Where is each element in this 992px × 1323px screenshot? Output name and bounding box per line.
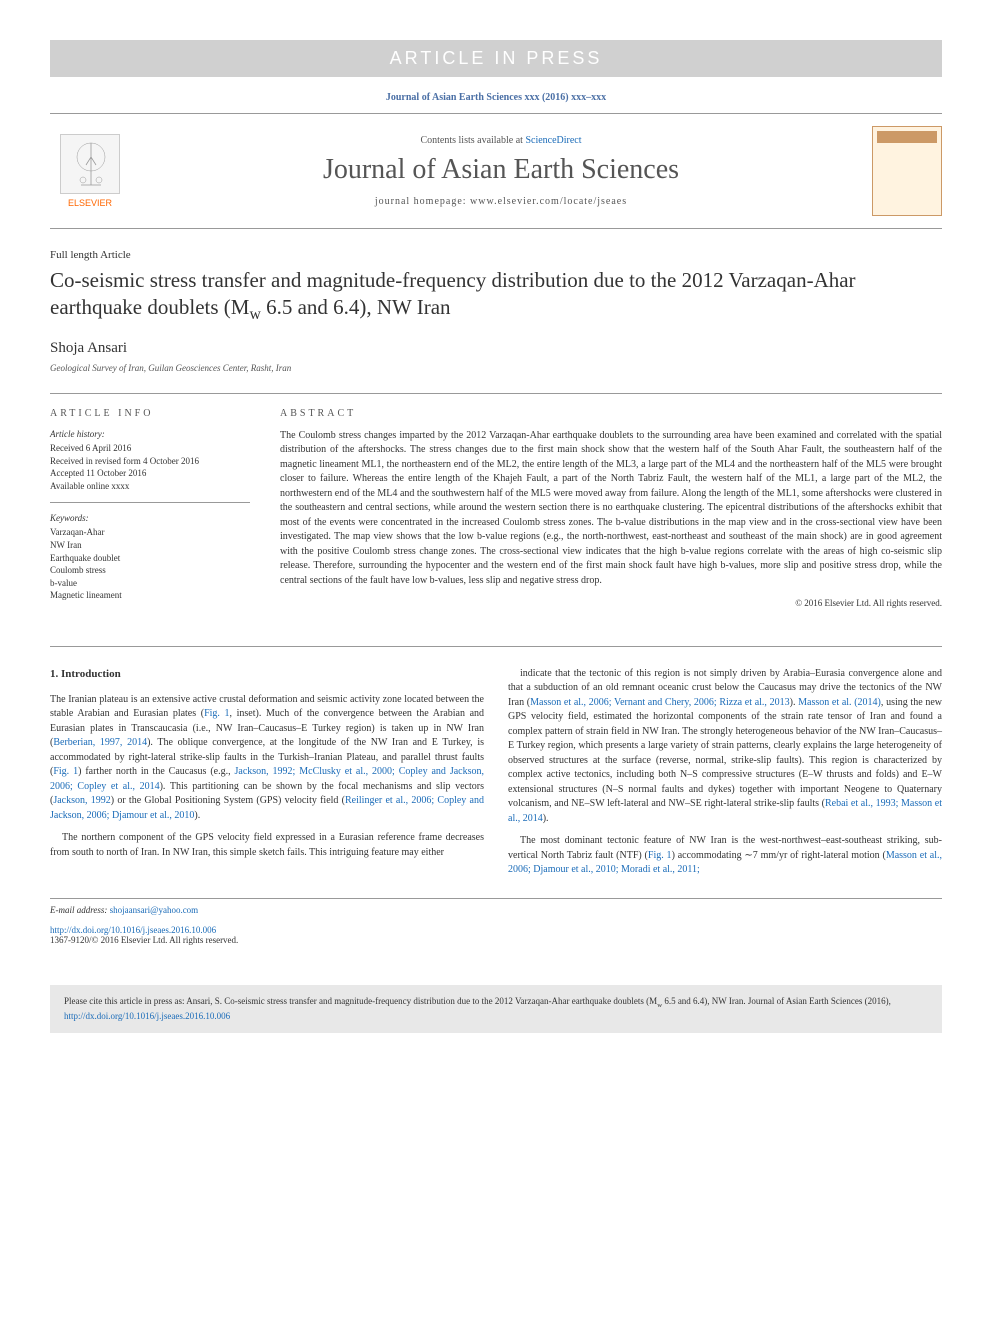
intro-paragraph-1: The Iranian plateau is an extensive acti… bbox=[50, 693, 484, 824]
text: ). bbox=[194, 810, 200, 821]
sciencedirect-link[interactable]: ScienceDirect bbox=[525, 135, 581, 146]
intro-paragraph-4: The most dominant tectonic feature of NW… bbox=[508, 834, 942, 878]
footer-block: E-mail address: shojaansari@yahoo.com ht… bbox=[50, 898, 942, 945]
abstract-column: ABSTRACT The Coulomb stress changes impa… bbox=[280, 408, 942, 622]
citation-link[interactable]: Masson et al. (2014) bbox=[798, 697, 881, 708]
cite-doi-link[interactable]: http://dx.doi.org/10.1016/j.jseaes.2016.… bbox=[64, 1011, 230, 1021]
figure-link[interactable]: Fig. 1 bbox=[53, 766, 78, 777]
email-label: E-mail address: bbox=[50, 905, 110, 915]
info-abstract-row: ARTICLE INFO Article history: Received 6… bbox=[50, 393, 942, 622]
text: ) accommodating ∼7 mm/yr of right-latera… bbox=[672, 850, 886, 861]
elsevier-logo: ELSEVIER bbox=[50, 126, 130, 216]
article-type: Full length Article bbox=[50, 249, 942, 261]
abstract-head: ABSTRACT bbox=[280, 408, 942, 419]
intro-heading: 1. Introduction bbox=[50, 667, 484, 683]
keywords-block: Keywords: Varzaqan-AharNW IranEarthquake… bbox=[50, 513, 250, 612]
issn-copyright: 1367-9120/© 2016 Elsevier Ltd. All right… bbox=[50, 935, 942, 945]
intro-paragraph-2: The northern component of the GPS veloci… bbox=[50, 831, 484, 860]
email-line: E-mail address: shojaansari@yahoo.com bbox=[50, 905, 942, 915]
citation-link[interactable]: Berberian, 1997, 2014 bbox=[53, 737, 147, 748]
author-name: Shoja Ansari bbox=[50, 340, 942, 357]
intro-paragraph-3: indicate that the tectonic of this regio… bbox=[508, 667, 942, 827]
journal-header: ELSEVIER Contents lists available at Sci… bbox=[50, 113, 942, 229]
keywords-label: Keywords: bbox=[50, 513, 250, 523]
elsevier-tree-icon bbox=[60, 134, 120, 194]
text: ). bbox=[543, 813, 549, 824]
doi-link[interactable]: http://dx.doi.org/10.1016/j.jseaes.2016.… bbox=[50, 925, 216, 935]
article-info-column: ARTICLE INFO Article history: Received 6… bbox=[50, 408, 250, 622]
figure-link[interactable]: Fig. 1 bbox=[204, 708, 229, 719]
text: , using the new GPS velocity field, esti… bbox=[508, 697, 942, 810]
homepage-line: journal homepage: www.elsevier.com/locat… bbox=[150, 196, 852, 207]
history-text: Received 6 April 2016Received in revised… bbox=[50, 442, 250, 492]
article-info-head: ARTICLE INFO bbox=[50, 408, 250, 419]
figure-link[interactable]: Fig. 1 bbox=[648, 850, 672, 861]
email-link[interactable]: shojaansari@yahoo.com bbox=[110, 905, 199, 915]
article-in-press-banner: ARTICLE IN PRESS bbox=[50, 40, 942, 77]
journal-cover-thumbnail bbox=[872, 126, 942, 216]
citation-link[interactable]: Masson et al., 2006; Vernant and Chery, … bbox=[530, 697, 789, 708]
article-title: Co-seismic stress transfer and magnitude… bbox=[50, 267, 942, 326]
keywords-text: Varzaqan-AharNW IranEarthquake doubletCo… bbox=[50, 526, 250, 602]
homepage-url[interactable]: www.elsevier.com/locate/jseaes bbox=[470, 196, 627, 207]
homepage-prefix: journal homepage: bbox=[375, 196, 470, 207]
citation-box: Please cite this article in press as: An… bbox=[50, 985, 942, 1033]
citation-link[interactable]: Jackson, 1992 bbox=[53, 795, 110, 806]
journal-reference: Journal of Asian Earth Sciences xxx (201… bbox=[50, 92, 942, 103]
contents-prefix: Contents lists available at bbox=[420, 135, 525, 146]
text: ). bbox=[790, 697, 799, 708]
history-label: Article history: bbox=[50, 429, 250, 439]
elsevier-text: ELSEVIER bbox=[68, 198, 112, 208]
journal-center-block: Contents lists available at ScienceDirec… bbox=[150, 135, 852, 207]
history-block: Article history: Received 6 April 2016Re… bbox=[50, 429, 250, 503]
abstract-copyright: © 2016 Elsevier Ltd. All rights reserved… bbox=[280, 598, 942, 608]
body-columns: 1. Introduction The Iranian plateau is a… bbox=[50, 667, 942, 878]
text: ) farther north in the Caucasus (e.g., bbox=[78, 766, 234, 777]
text: ) or the Global Positioning System (GPS)… bbox=[111, 795, 345, 806]
journal-name: Journal of Asian Earth Sciences bbox=[150, 154, 852, 186]
section-divider bbox=[50, 646, 942, 647]
author-affiliation: Geological Survey of Iran, Guilan Geosci… bbox=[50, 363, 942, 373]
abstract-text: The Coulomb stress changes imparted by t… bbox=[280, 429, 942, 589]
contents-line: Contents lists available at ScienceDirec… bbox=[150, 135, 852, 146]
cite-text: Please cite this article in press as: An… bbox=[64, 996, 891, 1006]
